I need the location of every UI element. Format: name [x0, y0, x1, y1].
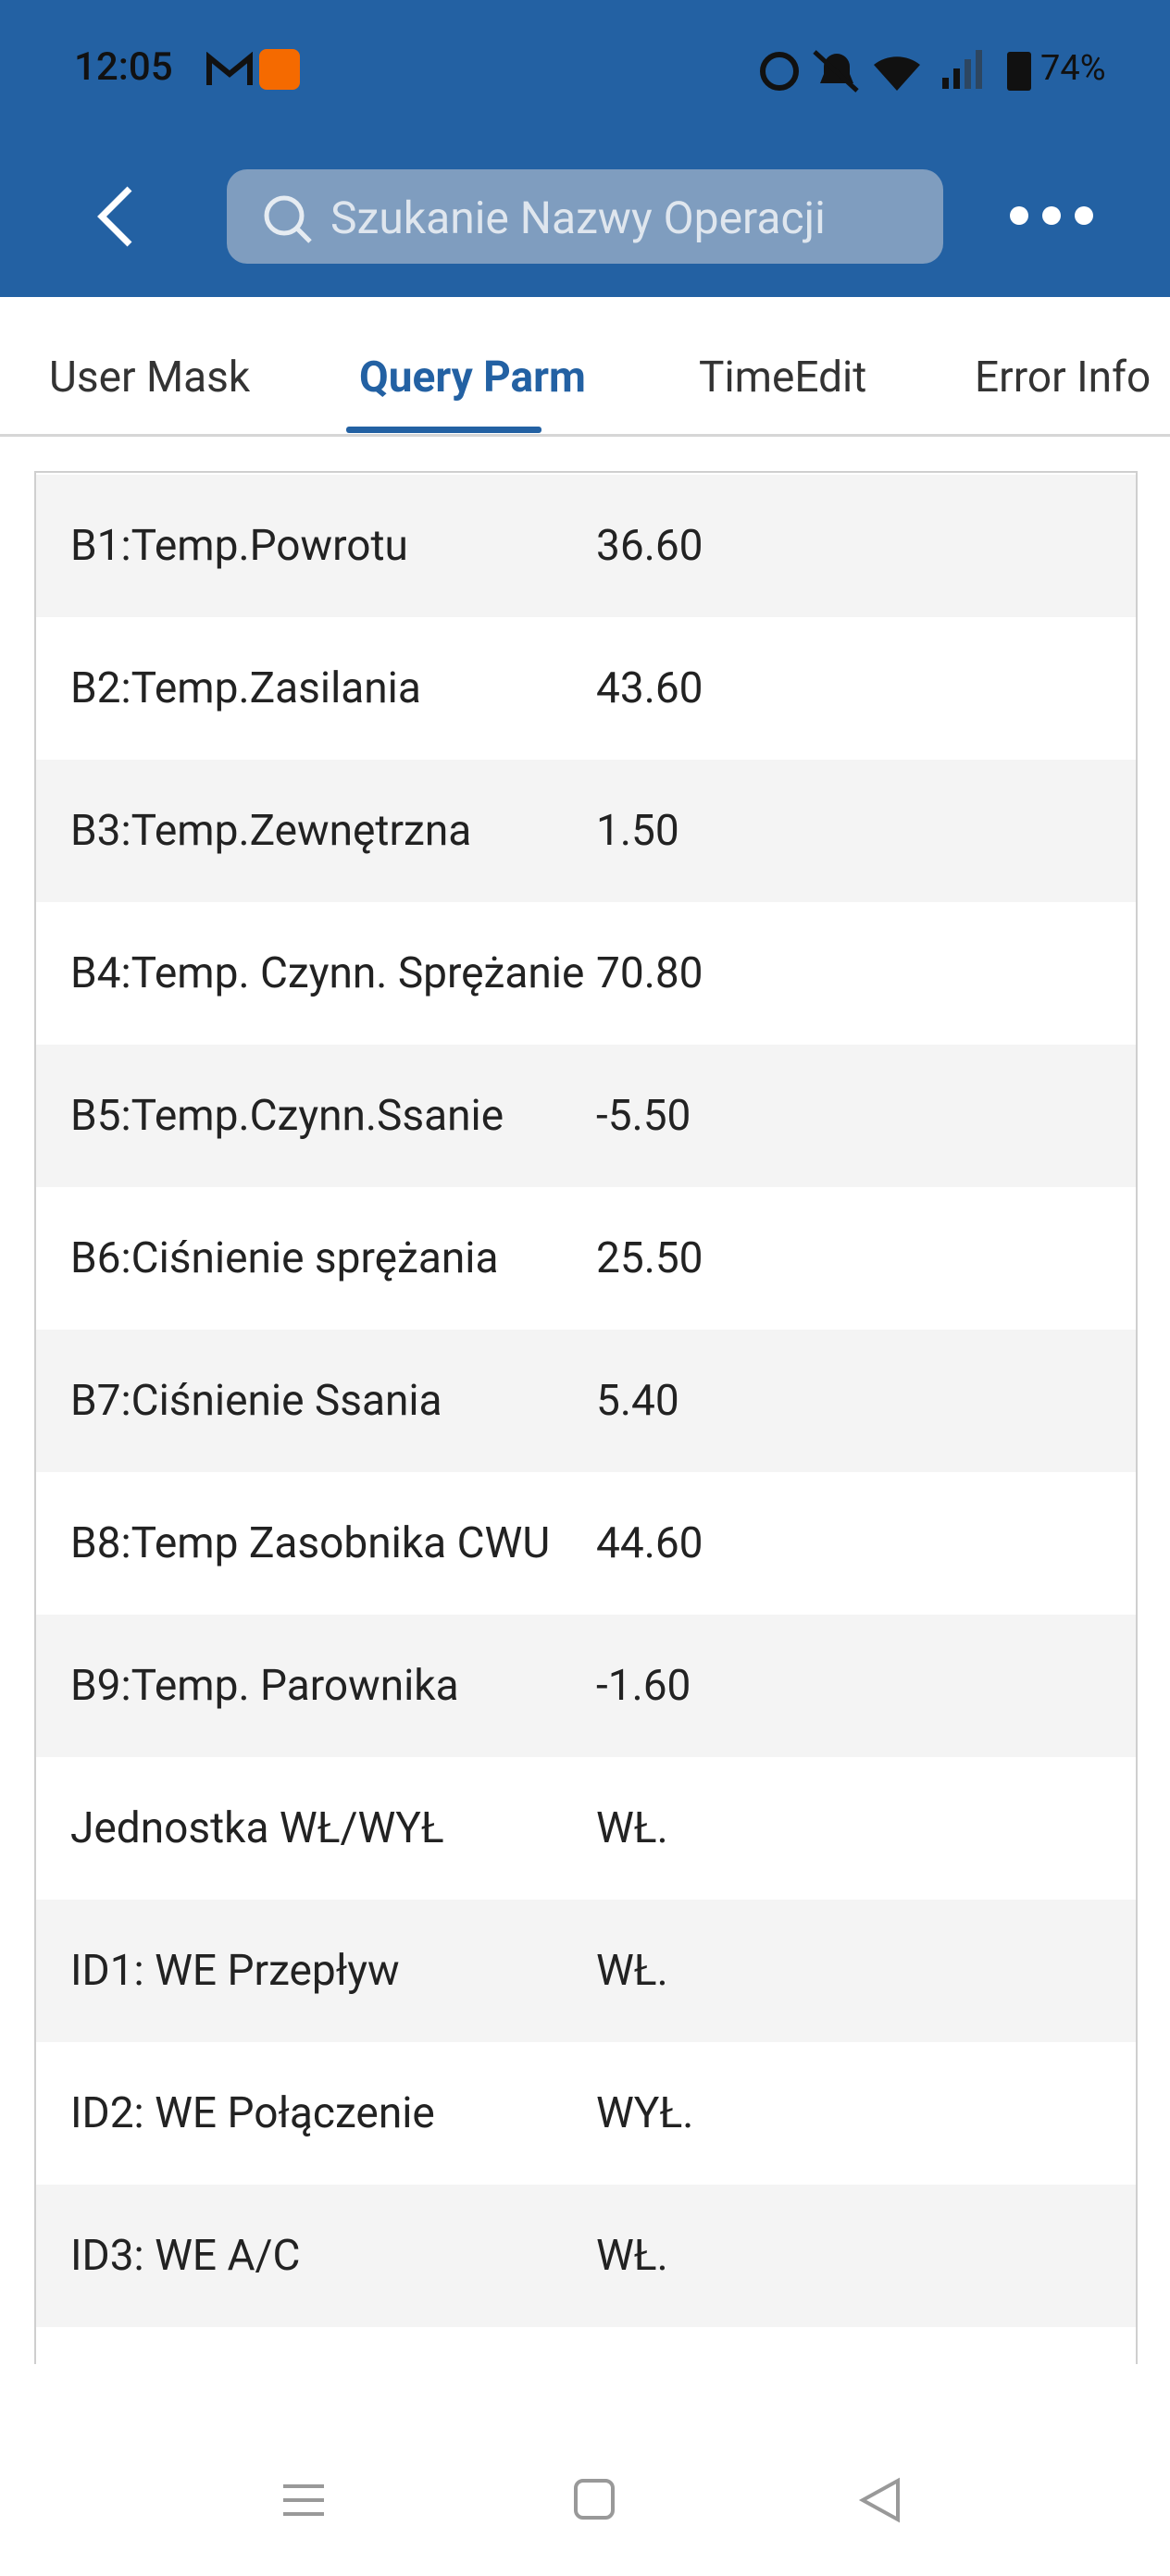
table-row: B3:Temp.Zewnętrzna 1.50	[36, 760, 1136, 902]
nav-bar	[0, 2364, 1170, 2572]
param-name: B7:Ciśnienie Ssania	[70, 1376, 442, 1426]
table-row: B8:Temp Zasobnika CWU 44.60	[36, 1472, 1136, 1615]
param-name: B2:Temp.Zasilania	[70, 663, 421, 713]
parameter-table: B1:Temp.Powrotu 36.60 B2:Temp.Zasilania 43.…	[34, 471, 1138, 2366]
status-icons	[760, 50, 1031, 93]
param-name: B4:Temp. Czynn. Sprężanie	[70, 948, 585, 998]
param-value: WYŁ.	[596, 2088, 694, 2138]
param-value: WŁ.	[596, 1803, 668, 1853]
tab[interactable]: TimeEdit	[699, 353, 867, 402]
param-value: -5.50	[596, 1091, 691, 1141]
param-value: 43.60	[596, 663, 703, 713]
param-name: B3:Temp.Zewnętrzna	[70, 806, 472, 856]
table-row: ID3: WE A/C WŁ.	[36, 2185, 1136, 2327]
table-row: ID1: WE Przepływ WŁ.	[36, 1900, 1136, 2042]
search-icon	[264, 195, 312, 243]
table-row: B2:Temp.Zasilania 43.60	[36, 617, 1136, 760]
tab-bar: User Mask Query Parm TimeEdit Error Info	[0, 297, 1170, 436]
app-header: 12:05 74% Szukanie Nazwy Operacji	[0, 0, 1170, 297]
param-value: 36.60	[596, 521, 703, 571]
tab[interactable]: User Mask	[49, 353, 251, 402]
search-placeholder: Szukanie Nazwy Operacji	[330, 192, 826, 244]
param-value: -1.60	[596, 1661, 691, 1711]
table-row: BLDC. Mng.IRparam. PW	[36, 2327, 1136, 2366]
gmail-icon	[206, 52, 253, 85]
table-row: B6:Ciśnienie sprężania 25.50	[36, 1187, 1136, 1330]
param-value: 70.80	[596, 948, 703, 998]
more-menu[interactable]	[1007, 202, 1100, 229]
param-name: ID2: WE Połączenie	[70, 2088, 435, 2138]
status-time: 12:05	[74, 44, 173, 90]
param-name: B6:Ciśnienie sprężania	[70, 1233, 499, 1283]
tab-indicator	[346, 427, 541, 433]
param-value: 25.50	[596, 1233, 703, 1283]
param-name: B8:Temp Zasobnika CWU	[70, 1518, 551, 1568]
allegro-icon	[259, 49, 300, 90]
param-name: ID1: WE Przepływ	[70, 1946, 400, 1996]
tab-active[interactable]: Query Parm	[359, 353, 586, 402]
table-row: B7:Ciśnienie Ssania 5.40	[36, 1330, 1136, 1472]
table-row: ID2: WE Połączenie WYŁ.	[36, 2042, 1136, 2185]
table-row: B9:Temp. Parownika -1.60	[36, 1615, 1136, 1757]
tab[interactable]: Error Info	[975, 353, 1151, 402]
table-row: Jednostka WŁ/WYŁ WŁ.	[36, 1757, 1136, 1900]
param-value: WŁ.	[596, 2231, 668, 2281]
param-value: 1.50	[596, 806, 679, 856]
search-box[interactable]: Szukanie Nazwy Operacji	[227, 169, 943, 264]
battery-level: 74%	[1040, 48, 1106, 89]
param-name: Jednostka WŁ/WYŁ	[70, 1803, 444, 1853]
param-value: 5.40	[596, 1376, 679, 1426]
table-row: B5:Temp.Czynn.Ssanie -5.50	[36, 1045, 1136, 1187]
param-value: WŁ.	[596, 1946, 668, 1996]
param-name: B5:Temp.Czynn.Ssanie	[70, 1091, 504, 1141]
param-name: B9:Temp. Parownika	[70, 1661, 459, 1711]
nav-icons	[283, 2477, 900, 2523]
back-button[interactable]	[93, 185, 139, 250]
param-name: ID3: WE A/C	[70, 2231, 301, 2281]
table-row: B1:Temp.Powrotu 36.60	[36, 475, 1136, 617]
tab-divider	[0, 434, 1170, 437]
param-name: B1:Temp.Powrotu	[70, 521, 408, 571]
param-value: 44.60	[596, 1518, 703, 1568]
table-row: B4:Temp. Czynn. Sprężanie 70.80	[36, 902, 1136, 1045]
